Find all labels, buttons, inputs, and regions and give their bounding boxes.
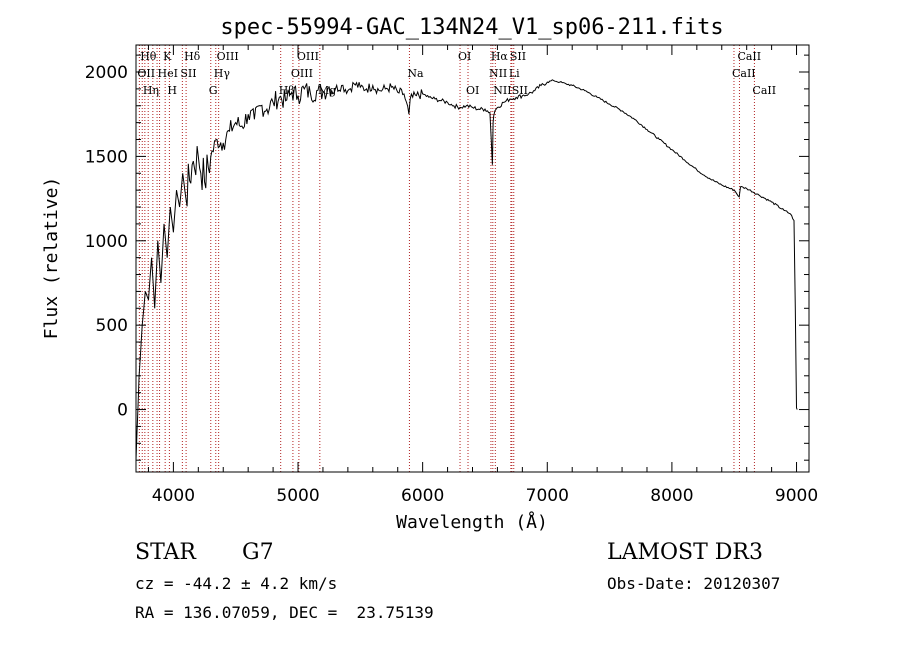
survey-name: LAMOST DR3: [607, 540, 763, 565]
line-label: Hα: [491, 50, 509, 63]
line-label: OII: [137, 67, 155, 80]
x-axis: 4000 5000 6000 7000 8000 9000: [147, 45, 818, 506]
line-label: G: [209, 84, 218, 97]
line-label: Hγ: [214, 67, 231, 80]
line-label: HeI: [158, 67, 178, 80]
y-tick-label: 0: [117, 401, 128, 421]
subclass: G7: [242, 540, 274, 565]
object-class: STAR: [135, 540, 196, 565]
line-label: H: [167, 84, 177, 97]
x-tick-label: 9000: [775, 486, 818, 506]
line-label: NII: [493, 84, 511, 97]
line-label: Hθ: [140, 50, 157, 63]
spectral-line-markers: [138, 45, 755, 472]
x-tick-label: 7000: [526, 486, 569, 506]
line-label: Na: [407, 67, 424, 80]
line-label: Hδ: [184, 50, 201, 63]
line-label: NII: [489, 67, 507, 80]
line-label: OIII: [291, 67, 313, 80]
y-tick-label: 1500: [85, 147, 128, 167]
line-label: Li: [509, 67, 520, 80]
y-axis: 0 500 1000 1500 2000: [85, 54, 809, 461]
line-label: CaII: [732, 67, 756, 80]
y-tick-label: 2000: [85, 63, 128, 83]
x-tick-label: 5000: [276, 486, 319, 506]
coordinates-readout: RA = 136.07059, DEC = 23.75139: [135, 603, 434, 622]
observation-date: Obs-Date: 20120307: [607, 574, 781, 593]
line-label: CaII: [737, 50, 761, 63]
line-label: OI: [466, 84, 479, 97]
line-label: OI: [458, 50, 471, 63]
x-tick-label: 4000: [152, 486, 195, 506]
redshift-readout: cz = -44.2 ± 4.2 km/s: [135, 574, 338, 593]
y-axis-label: Flux (relative): [41, 177, 62, 340]
line-label: K: [163, 50, 172, 63]
chart-title: spec-55994-GAC_134N24_V1_sp06-211.fits: [220, 15, 723, 40]
spectral-line-labels: OIIHθHηHeIKHSIIHδGHγOIIIHβOIIIOIIIMgNaOI…: [137, 50, 776, 97]
y-tick-label: 1000: [85, 232, 128, 252]
line-label: SII: [510, 50, 526, 63]
line-label: SII: [512, 84, 528, 97]
line-label: SII: [180, 67, 196, 80]
line-label: OIII: [217, 50, 239, 63]
x-axis-label: Wavelength (Å): [396, 511, 548, 533]
line-label: Hη: [143, 84, 159, 97]
x-tick-label: 6000: [401, 486, 444, 506]
spectrum-line: [135, 79, 798, 461]
line-label: CaII: [752, 84, 776, 97]
plot-frame: [135, 44, 810, 473]
line-label: OIII: [297, 50, 319, 63]
y-tick-label: 500: [96, 316, 128, 336]
x-tick-label: 8000: [650, 486, 693, 506]
